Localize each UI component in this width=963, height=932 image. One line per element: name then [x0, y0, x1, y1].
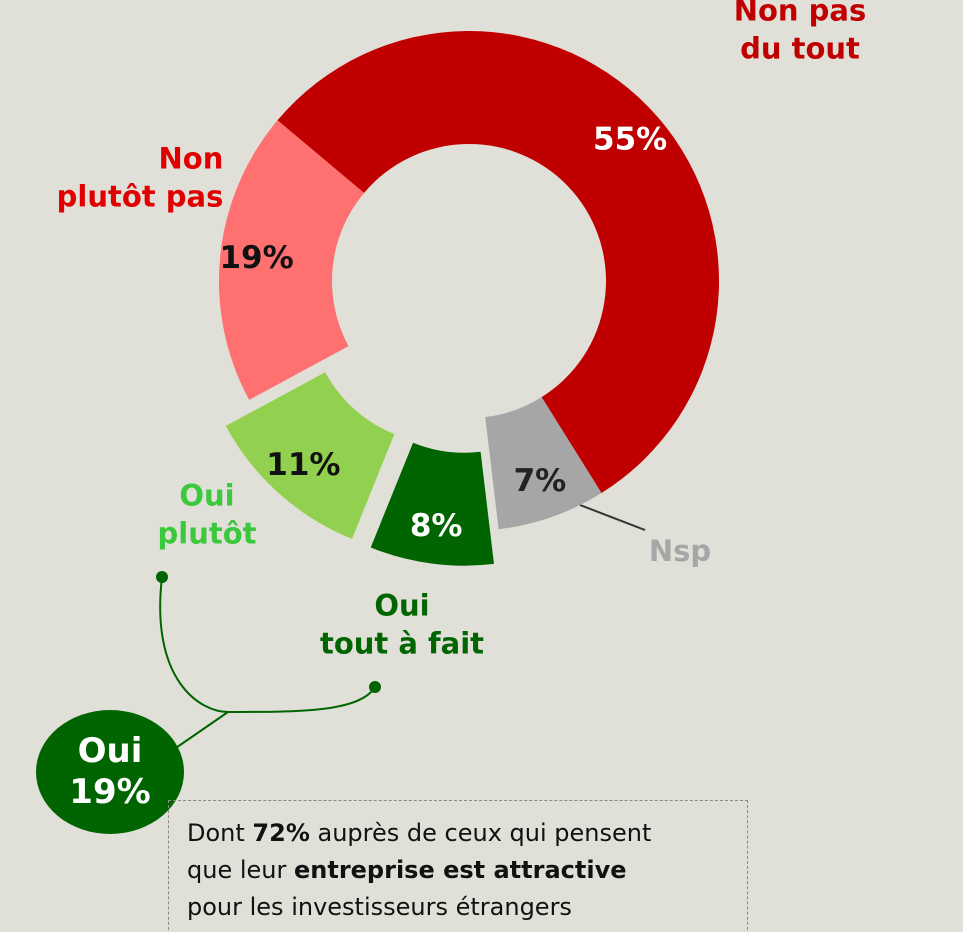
category-label: Oui plutôt	[157, 478, 257, 550]
note-text: auprès de ceux qui pensent	[309, 819, 652, 847]
bracket-connector	[169, 711, 229, 753]
note-text: pour les investisseurs étrangers	[187, 893, 572, 922]
note: Dont 72% auprès de ceux qui pensent que l…	[168, 800, 748, 932]
note-text: Dont	[187, 819, 253, 847]
value-label: 7%	[514, 463, 567, 499]
bracket-dot	[156, 571, 168, 583]
value-label: 8%	[410, 508, 463, 544]
slice	[218, 120, 365, 400]
category-label: Nsp	[648, 534, 712, 569]
value-label: 11%	[266, 447, 340, 483]
total-value: 19%	[69, 772, 151, 812]
total-bubble: Oui 19%	[36, 710, 184, 834]
category-label: Non plutôt pas	[56, 141, 224, 213]
note-line: Dont 72% auprès de ceux qui pensent	[187, 815, 729, 852]
note-text: 72%	[252, 819, 310, 847]
note-text: entreprise est attractive	[293, 856, 627, 885]
slice	[485, 397, 602, 530]
note-line: que leur entreprise est attractive	[187, 852, 729, 889]
total-label: Oui	[77, 731, 143, 772]
note-text: que leur	[187, 856, 294, 885]
note-line: pour les investisseurs étrangers	[187, 889, 729, 926]
slice	[277, 30, 720, 494]
category-label: Oui tout à fait	[319, 588, 485, 660]
category-label: Non pas du tout	[733, 0, 867, 65]
slice	[225, 372, 395, 539]
bracket-dot	[369, 681, 381, 693]
leader-line	[579, 504, 646, 531]
value-label: 55%	[593, 121, 667, 157]
slice	[370, 442, 494, 566]
value-label: 19%	[219, 240, 293, 276]
